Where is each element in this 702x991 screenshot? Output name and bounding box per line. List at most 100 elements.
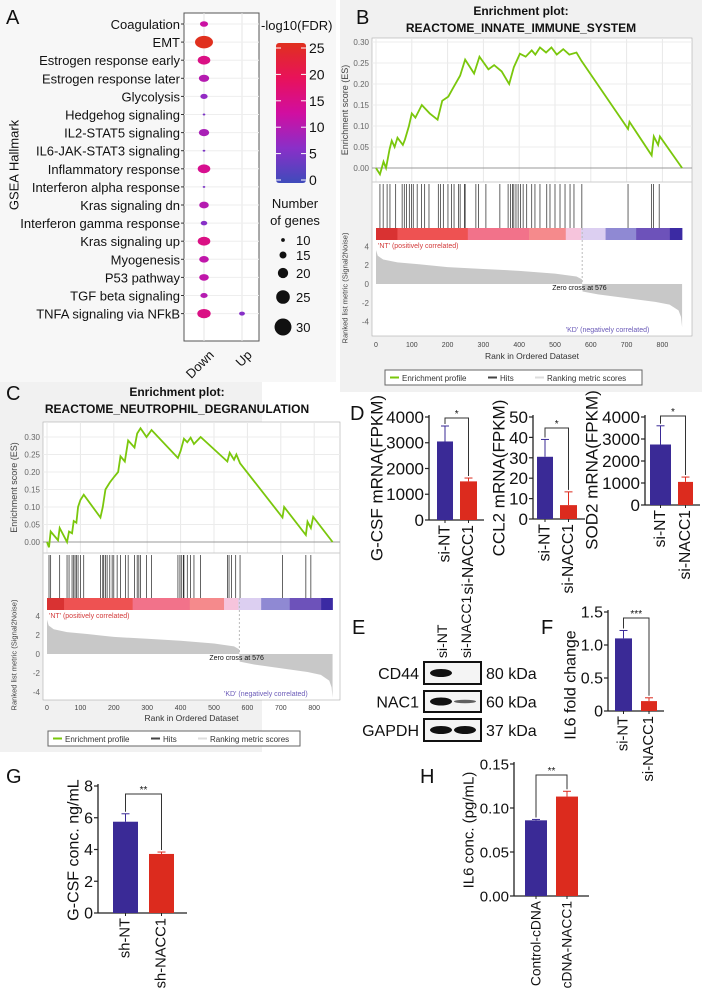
panel-d3-bar-chart: 0 1000 2000 3000 4000 si-NT si-NACC1 * SOD2 mRNA… bbox=[583, 390, 700, 579]
size-legend-label: 25 bbox=[296, 290, 310, 305]
y-tick-label: 30 bbox=[509, 449, 528, 468]
significance-stars: *** bbox=[630, 609, 642, 620]
bar-1 bbox=[615, 638, 632, 711]
x-tick-label: 0 bbox=[374, 342, 378, 349]
es-tick-label: 0.10 bbox=[24, 503, 40, 512]
y-tick-label: 8 bbox=[84, 779, 93, 796]
rank-colorbar-segment bbox=[565, 228, 582, 240]
blot-row-cd44: CD44 80 kDa bbox=[378, 661, 537, 685]
size-legend-label: 10 bbox=[296, 233, 310, 248]
plot-title: Enrichment plot: bbox=[129, 385, 224, 399]
y-tick-label: 0 bbox=[84, 906, 93, 923]
y-tick-label: 4000 bbox=[602, 408, 640, 427]
rank-colorbar-segment bbox=[581, 228, 606, 240]
row-label: IL2-STAT5 signaling bbox=[64, 126, 180, 141]
x-tick-label: 300 bbox=[141, 705, 153, 712]
y-tick-label: 2000 bbox=[602, 452, 640, 471]
plot-frame bbox=[183, 12, 260, 342]
colorbar-tick-label: 0 bbox=[309, 172, 317, 188]
y-tick-label: 20 bbox=[509, 469, 528, 488]
x-tick-label: 800 bbox=[308, 705, 320, 712]
zero-cross-label: Zero cross at 576 bbox=[552, 285, 607, 292]
rank-colorbar-segment bbox=[397, 228, 469, 240]
metric-tick-label: -2 bbox=[33, 669, 41, 678]
x-tick-label: si-NT bbox=[616, 716, 632, 751]
y-tick-label: 40 bbox=[509, 428, 528, 447]
y-tick-label: 1.5 bbox=[581, 605, 603, 622]
metric-tick-label: 2 bbox=[365, 261, 370, 270]
rank-colorbar-segment bbox=[289, 598, 322, 610]
x-tick-label: sh-NT bbox=[118, 918, 134, 958]
es-tick-label: 0.15 bbox=[353, 101, 369, 110]
y-tick-label: 0.00 bbox=[480, 888, 509, 905]
x-tick-label: 300 bbox=[478, 342, 490, 349]
y-tick-label: 0.10 bbox=[480, 800, 509, 817]
x-tick-label: 200 bbox=[442, 342, 454, 349]
size-legend-dot bbox=[276, 290, 290, 304]
y-tick-label: 4000 bbox=[386, 408, 424, 427]
significance-bracket bbox=[444, 417, 469, 477]
es-tick-label: 0.30 bbox=[24, 433, 40, 442]
panel-label-f: F bbox=[541, 617, 553, 639]
row-label: IL6-JAK-STAT3 signaling bbox=[36, 144, 180, 159]
x-tick-label: 200 bbox=[108, 705, 120, 712]
x-axis-label: Rank in Ordered Dataset bbox=[485, 351, 580, 361]
protein-label: CD44 bbox=[378, 666, 419, 683]
dot-down bbox=[198, 129, 210, 137]
y-tick-label: 0 bbox=[594, 704, 603, 721]
row-label: Interferon alpha response bbox=[32, 180, 180, 195]
ranking-metric-area bbox=[47, 619, 333, 698]
rank-colorbar-segment bbox=[636, 228, 671, 240]
rank-colorbar-segment bbox=[132, 598, 191, 610]
x-tick-label: 700 bbox=[275, 705, 287, 712]
blot-box bbox=[423, 718, 482, 742]
legend-label: Enrichment profile bbox=[65, 735, 130, 744]
x-tick-label: si-NT bbox=[437, 525, 454, 563]
x-tick-label: 400 bbox=[175, 705, 187, 712]
dot-down bbox=[197, 236, 211, 246]
dot-down bbox=[202, 149, 206, 152]
es-axis-label: Enrichment score (ES) bbox=[340, 65, 350, 156]
metric-tick-label: -4 bbox=[362, 318, 370, 327]
dot-down bbox=[200, 220, 208, 226]
bar-2 bbox=[149, 853, 174, 913]
y-tick-label: 0 bbox=[519, 510, 528, 529]
color-legend-title: -log10(FDR) bbox=[261, 18, 333, 33]
row-label: Estrogen response later bbox=[42, 71, 181, 86]
dot-down bbox=[199, 201, 209, 209]
lane-label: si-NT bbox=[434, 624, 450, 658]
protein-band bbox=[430, 726, 452, 734]
panel-label-d: D bbox=[350, 403, 364, 425]
positive-correlation-label: 'NT' (positively correlated) bbox=[378, 243, 458, 250]
protein-label: NAC1 bbox=[376, 695, 419, 712]
es-tick-label: 0.25 bbox=[24, 451, 40, 460]
x-tick-label: si-NACC1 bbox=[641, 716, 657, 781]
molecular-weight-label: 80 kDa bbox=[486, 666, 537, 683]
y-axis-label: G-CSF mRNA(FPKM) bbox=[368, 395, 387, 561]
metric-tick-label: 0 bbox=[365, 280, 370, 289]
y-tick-label: 10 bbox=[509, 490, 528, 509]
significance-stars: * bbox=[455, 409, 459, 420]
dot-down bbox=[199, 255, 209, 263]
protein-label: GAPDH bbox=[362, 723, 419, 740]
dot-up bbox=[239, 311, 245, 316]
bar-1 bbox=[113, 821, 138, 913]
row-label: Estrogen response early bbox=[39, 53, 180, 68]
es-tick-label: 0.25 bbox=[353, 59, 369, 68]
panel-label-c: C bbox=[6, 383, 20, 405]
rank-colorbar-segment bbox=[64, 598, 133, 610]
panel-a-dot-plot: Coagulation EMT Estrogen response early Est… bbox=[7, 12, 333, 381]
row-label: TGF beta signaling bbox=[70, 289, 180, 304]
dot-down bbox=[198, 74, 210, 82]
x-tick-label: 0 bbox=[45, 705, 49, 712]
negative-correlation-label: 'KD' (negatively correlated) bbox=[224, 691, 308, 698]
enrichment-profile-line bbox=[375, 46, 683, 177]
y-axis-label: GSEA Hallmark bbox=[7, 119, 22, 210]
dot-down bbox=[202, 113, 206, 116]
blot-box bbox=[423, 690, 482, 713]
molecular-weight-label: 37 kDa bbox=[486, 723, 537, 740]
legend-box bbox=[384, 369, 643, 386]
x-tick-label: 400 bbox=[513, 342, 525, 349]
